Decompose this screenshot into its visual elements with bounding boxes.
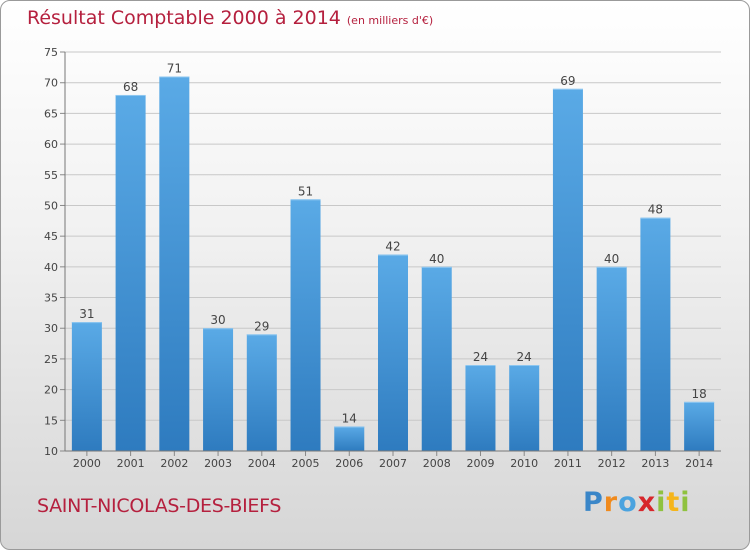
y-tick-label: 70 (44, 77, 58, 90)
y-tick-label: 60 (44, 138, 58, 151)
y-tick-label: 55 (44, 169, 58, 182)
data-label: 40 (604, 252, 619, 266)
x-tick-label: 2012 (598, 457, 626, 470)
x-tick-label: 2009 (466, 457, 494, 470)
y-tick-label: 35 (44, 292, 58, 305)
x-tick-label: 2007 (379, 457, 407, 470)
y-tick-label: 30 (44, 322, 58, 335)
x-tick-label: 2005 (292, 457, 320, 470)
x-tick-label: 2003 (204, 457, 232, 470)
data-label: 24 (473, 350, 488, 364)
logo-letter: o (618, 487, 638, 518)
x-tick-label: 2013 (641, 457, 669, 470)
chart-title: Résultat Comptable 2000 à 2014 (en millie… (27, 7, 433, 29)
data-label: 71 (167, 62, 182, 76)
bar-2010 (509, 365, 540, 451)
y-tick-label: 15 (44, 414, 58, 427)
x-tick-label: 2008 (423, 457, 451, 470)
bar-2004 (246, 334, 277, 451)
bar-2008 (421, 266, 452, 451)
x-tick-label: 2000 (73, 457, 101, 470)
logo-letter: x (637, 487, 657, 518)
data-label: 30 (210, 313, 225, 327)
data-label: 31 (79, 307, 94, 321)
x-tick-label: 2011 (554, 457, 582, 470)
bar-layer: 31 68 71 30 29 51 14 42 40 24 24 69 40 48 18 (71, 62, 715, 452)
bar-2011 (552, 88, 583, 451)
x-tick-label: 2014 (685, 457, 713, 470)
data-label: 42 (385, 240, 400, 254)
bar-2000 (71, 322, 102, 451)
data-label: 69 (560, 74, 575, 88)
axis-layer: 10 15 20 25 30 35 40 45 50 55 60 65 70 75 2000 2001 2002… (44, 46, 721, 470)
bar-2009 (465, 365, 496, 451)
logo-letter: i (656, 487, 667, 518)
logo-letter: P (583, 487, 604, 518)
bar-2002 (159, 76, 190, 452)
bar-2006 (334, 426, 365, 451)
bar-2012 (596, 266, 627, 451)
data-label: 51 (298, 184, 313, 198)
logo-letter: r (603, 487, 619, 518)
y-tick-label: 20 (44, 384, 58, 397)
chart-title-text: Résultat Comptable 2000 à 2014 (27, 7, 341, 29)
x-tick-label: 2002 (160, 457, 188, 470)
bar-2001 (115, 94, 146, 451)
x-tick-label: 2004 (248, 457, 276, 470)
y-tick-label: 65 (44, 107, 58, 120)
commune-name: SAINT-NICOLAS-DES-BIEFS (37, 495, 282, 517)
y-tick-label: 40 (44, 261, 58, 274)
logo-letter: i (680, 487, 691, 518)
y-tick-label: 50 (44, 199, 58, 212)
data-label: 29 (254, 319, 269, 333)
chart-subtitle: (en milliers d'€) (346, 14, 434, 27)
x-tick-label: 2006 (335, 457, 363, 470)
y-tick-label: 45 (44, 230, 58, 243)
data-label: 18 (691, 387, 706, 401)
data-label: 24 (517, 350, 532, 364)
data-label: 68 (123, 80, 138, 94)
y-tick-label: 10 (44, 445, 58, 458)
x-tick-label: 2010 (510, 457, 538, 470)
logo-letter: t (666, 487, 681, 518)
data-label: 40 (429, 252, 444, 266)
bar-2003 (203, 328, 234, 451)
y-tick-label: 75 (44, 46, 58, 59)
data-label: 14 (342, 411, 357, 425)
data-label: 48 (648, 203, 663, 217)
bar-2014 (684, 401, 715, 451)
bar-2013 (640, 217, 671, 451)
bar-2007 (378, 254, 408, 451)
proxiti-logo: Proxiti (583, 487, 691, 518)
y-tick-label: 25 (44, 353, 58, 366)
x-tick-label: 2001 (117, 457, 145, 470)
bar-2005 (290, 199, 321, 451)
